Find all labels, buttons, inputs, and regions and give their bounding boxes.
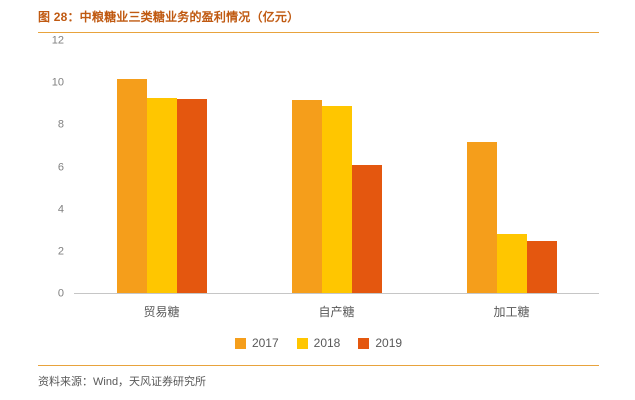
figure-header: 图 28：中粮糖业三类糖业务的盈利情况（亿元） — [38, 8, 599, 25]
legend-swatch — [234, 337, 246, 349]
legend-label: 2018 — [313, 336, 341, 350]
x-category-label: 自产糖 — [318, 305, 355, 319]
bar-2018 — [321, 106, 352, 293]
y-tick-label: 12 — [51, 34, 64, 47]
bar-2019 — [526, 240, 557, 293]
plot-wrap: 贸易糖 自产糖 加工糖 — [74, 41, 599, 320]
y-tick-label: 0 — [57, 287, 64, 300]
bar-2018 — [496, 234, 527, 293]
legend-item-2018: 2018 — [296, 336, 341, 350]
bar-group — [116, 41, 207, 293]
footer-divider — [38, 365, 599, 366]
legend-item-2017: 2017 — [234, 336, 279, 350]
y-tick-label: 8 — [57, 118, 64, 131]
y-tick-label: 10 — [51, 76, 64, 89]
legend-item-2019: 2019 — [358, 336, 402, 350]
bar-2019 — [176, 98, 207, 293]
legend-label: 2017 — [251, 336, 279, 350]
legend-swatch — [296, 337, 308, 349]
bar-2019 — [351, 164, 382, 293]
bar-2017 — [116, 78, 147, 293]
x-category-label: 贸易糖 — [143, 305, 180, 319]
y-tick-label: 2 — [57, 245, 64, 258]
y-tick-label: 4 — [57, 203, 64, 216]
source-note: 资料来源：Wind，天风证券研究所 — [38, 376, 207, 388]
chart-legend: 2017 2018 2019 — [38, 336, 599, 350]
bar-2017 — [291, 99, 322, 293]
bar-group — [291, 41, 382, 293]
y-tick-label: 6 — [57, 161, 64, 173]
title-divider — [38, 32, 599, 33]
bar-2018 — [146, 97, 177, 293]
x-axis-labels: 贸易糖 自产糖 加工糖 — [74, 294, 599, 320]
bar-2017 — [466, 141, 497, 293]
legend-label: 2019 — [375, 336, 403, 350]
legend-swatch — [358, 337, 370, 349]
y-axis: 0 2 4 6 8 10 12 — [38, 35, 74, 299]
bar-group — [466, 41, 557, 293]
bar-chart: 0 2 4 6 8 10 12 贸易糖 自产糖 加工糖 — [38, 35, 599, 320]
plot-area — [74, 41, 599, 294]
figure-title: 图 28：中粮糖业三类糖业务的盈利情况（亿元） — [38, 10, 300, 24]
x-category-label: 加工糖 — [493, 305, 530, 319]
